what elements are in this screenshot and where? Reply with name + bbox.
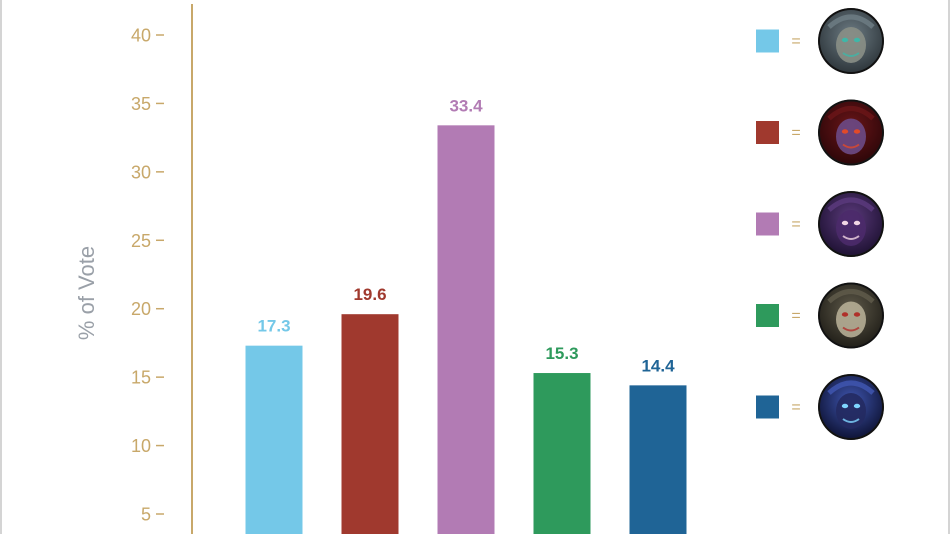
frame-right-edge (948, 0, 950, 534)
bar-value-label: 15.3 (545, 344, 578, 363)
legend-equals: = (791, 216, 800, 233)
legend-item: = (756, 191, 884, 257)
y-tick-label: 40 (131, 26, 151, 46)
demon-champion-portrait (818, 99, 884, 166)
legend-swatch (756, 395, 779, 419)
y-axis: 5 10 15 20 25 30 35 40 (131, 4, 193, 534)
bars: 17.3 19.6 33.4 15.3 14.4 (245, 96, 687, 534)
y-tick-label: 10 (131, 436, 151, 456)
bar (629, 385, 687, 534)
legend: = = = = = (756, 8, 884, 440)
legend-swatch (756, 121, 779, 144)
legend-swatch (756, 212, 779, 236)
legend-item: = (756, 99, 884, 166)
y-tick-label: 5 (141, 505, 151, 525)
shadow-assassin-portrait (818, 374, 884, 440)
legend-equals: = (791, 125, 800, 142)
bar-value-label: 17.3 (257, 317, 290, 336)
bar-value-label: 14.4 (641, 356, 675, 375)
y-tick-label: 20 (131, 299, 151, 319)
legend-equals: = (791, 399, 800, 416)
bar-value-label: 33.4 (449, 96, 483, 115)
void-creature-portrait (818, 191, 884, 257)
legend-item: = (756, 282, 884, 349)
y-axis-title: % of Vote (74, 246, 99, 340)
y-tick-label: 25 (131, 231, 151, 251)
y-tick-label: 30 (131, 162, 151, 182)
legend-item: = (756, 374, 884, 440)
y-tick-label: 35 (131, 94, 151, 114)
skull-champion-portrait (818, 282, 884, 349)
bar (437, 125, 495, 534)
bar (341, 314, 399, 534)
legend-swatch (756, 29, 779, 53)
legend-equals: = (791, 33, 800, 50)
y-tick-label: 15 (131, 368, 151, 388)
frame-left-edge (0, 0, 2, 534)
legend-item: = (756, 8, 884, 74)
armored-champion-portrait (818, 8, 884, 74)
bar-value-label: 19.6 (353, 285, 386, 304)
legend-equals: = (791, 308, 800, 325)
legend-swatch (756, 304, 779, 327)
bar (245, 345, 303, 534)
bar (533, 373, 591, 534)
